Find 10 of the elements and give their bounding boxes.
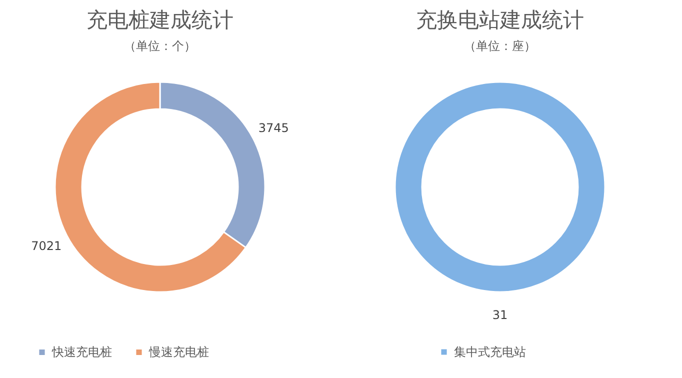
chart-subtitle: （单位：座） (464, 39, 536, 53)
legend-label: 集中式充电站 (454, 345, 526, 359)
legend-label: 快速充电桩 (51, 345, 112, 360)
chart-title: 充电桩建成统计 (86, 8, 234, 32)
data-label: 7021 (31, 238, 62, 253)
data-label: 31 (492, 308, 508, 322)
legend-label: 慢速充电桩 (148, 345, 209, 360)
chart-subtitle: （单位：个） (124, 39, 196, 53)
chart-title: 充换电站建成统计 (416, 8, 584, 32)
data-label: 3745 (258, 121, 289, 136)
